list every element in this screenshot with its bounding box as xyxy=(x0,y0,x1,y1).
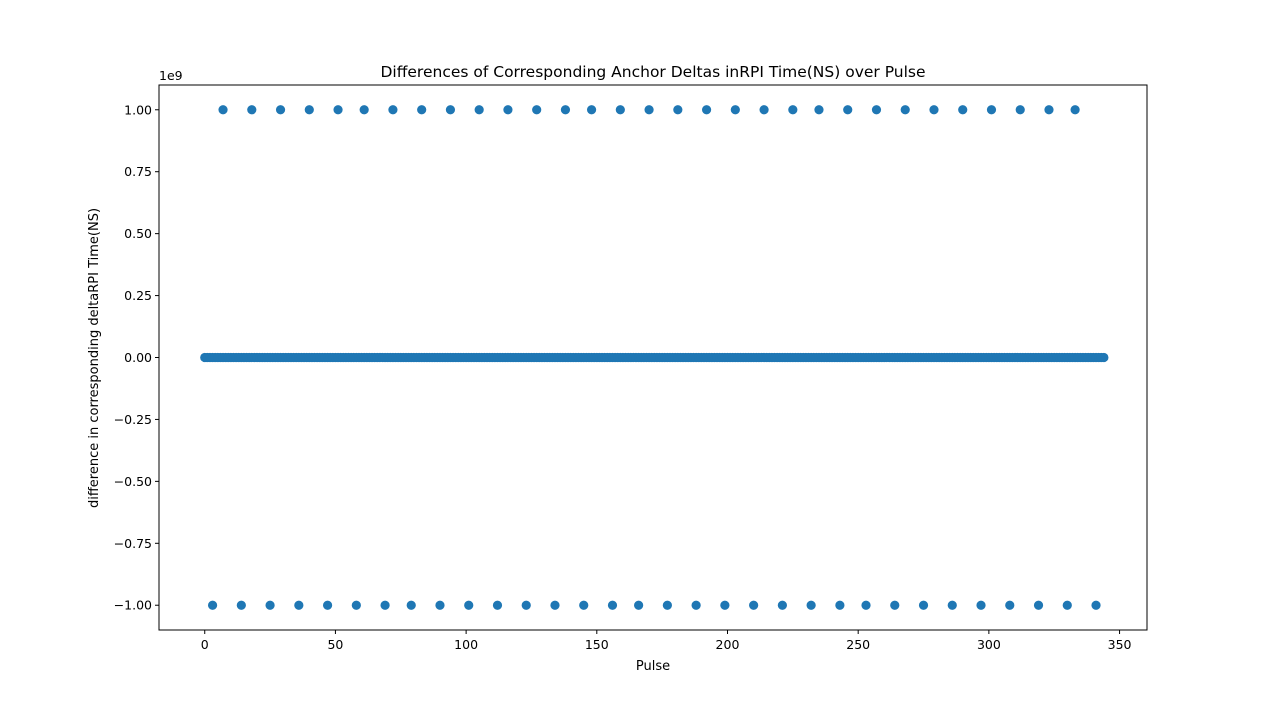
y-tick-label: −0.25 xyxy=(114,412,152,427)
x-tick-label: 200 xyxy=(716,637,740,652)
data-point xyxy=(1015,105,1025,115)
data-point xyxy=(759,105,769,115)
x-tick-label: 50 xyxy=(327,637,343,652)
data-point xyxy=(843,105,853,115)
data-point xyxy=(445,105,456,115)
data-point xyxy=(417,105,427,115)
data-point xyxy=(814,105,824,115)
data-point xyxy=(503,105,513,115)
data-point xyxy=(294,600,304,610)
data-point xyxy=(730,105,740,115)
data-point xyxy=(644,105,654,115)
data-point xyxy=(586,105,597,115)
data-point xyxy=(380,600,390,610)
data-point xyxy=(474,105,484,115)
data-point xyxy=(615,105,625,115)
data-point xyxy=(1044,105,1054,115)
y-tick-label: −1.00 xyxy=(114,598,152,613)
data-point xyxy=(388,105,398,115)
x-tick-label: 150 xyxy=(585,637,609,652)
data-point xyxy=(607,600,618,610)
data-point xyxy=(435,600,445,610)
data-point xyxy=(275,105,286,115)
x-tick-label: 300 xyxy=(977,637,1001,652)
y-tick-label: 0.25 xyxy=(124,288,152,303)
data-points xyxy=(200,105,1109,610)
x-axis: 0 50 100 150 200 250 300 350 xyxy=(201,630,1132,652)
data-point xyxy=(958,105,968,115)
x-tick-label: 0 xyxy=(201,637,209,652)
data-point xyxy=(304,105,314,115)
data-point xyxy=(333,105,343,115)
data-point xyxy=(579,600,589,610)
data-point xyxy=(929,105,939,115)
data-point xyxy=(806,600,816,610)
data-point xyxy=(691,600,701,610)
data-point xyxy=(662,600,672,610)
data-point xyxy=(265,600,275,610)
data-point xyxy=(634,600,644,610)
data-point xyxy=(947,600,957,610)
data-point xyxy=(900,105,910,115)
data-point xyxy=(247,105,257,115)
data-point xyxy=(918,600,929,610)
data-point xyxy=(207,600,218,610)
x-tick-label: 100 xyxy=(454,637,478,652)
data-point xyxy=(1099,352,1109,363)
data-point xyxy=(464,600,474,610)
data-point xyxy=(701,105,712,115)
y-tick-label: −0.75 xyxy=(114,536,152,551)
data-point xyxy=(976,600,986,610)
y-tick-label: 1.00 xyxy=(124,102,152,117)
data-point xyxy=(236,600,246,610)
y-tick-label: 0.00 xyxy=(124,350,152,365)
data-point xyxy=(1070,105,1080,115)
data-point xyxy=(861,600,871,610)
data-point xyxy=(560,105,571,115)
data-point xyxy=(359,105,369,115)
data-point xyxy=(835,600,845,610)
y-offset-label: 1e9 xyxy=(159,68,183,83)
y-tick-label: 0.50 xyxy=(124,226,152,241)
y-axis-label: difference in corresponding deltaRPI Tim… xyxy=(87,208,102,508)
data-point xyxy=(788,105,798,115)
data-point xyxy=(492,600,503,610)
data-point xyxy=(1005,600,1015,610)
data-point xyxy=(720,600,730,610)
data-point xyxy=(777,600,787,610)
data-point xyxy=(218,105,228,115)
data-point xyxy=(550,600,560,610)
data-point xyxy=(1033,600,1044,610)
chart-title: Differences of Corresponding Anchor Delt… xyxy=(380,63,925,81)
data-point xyxy=(749,600,759,610)
y-tick-label: 0.75 xyxy=(124,164,152,179)
data-point xyxy=(986,105,997,115)
data-point xyxy=(673,105,683,115)
data-point xyxy=(1091,600,1101,610)
data-point xyxy=(532,105,542,115)
x-axis-label: Pulse xyxy=(636,659,670,674)
data-point xyxy=(890,600,900,610)
y-tick-label: −0.50 xyxy=(114,474,152,489)
data-point xyxy=(521,600,531,610)
data-point xyxy=(406,600,416,610)
data-point xyxy=(351,600,361,610)
data-point xyxy=(1062,600,1072,610)
data-point xyxy=(871,105,882,115)
x-tick-label: 250 xyxy=(846,637,870,652)
y-axis: 1.00 0.75 0.50 0.25 0.00 −0.25 −0.50 −0.75 −1.00 xyxy=(114,102,159,613)
x-tick-label: 350 xyxy=(1108,637,1132,652)
data-point xyxy=(322,600,333,610)
